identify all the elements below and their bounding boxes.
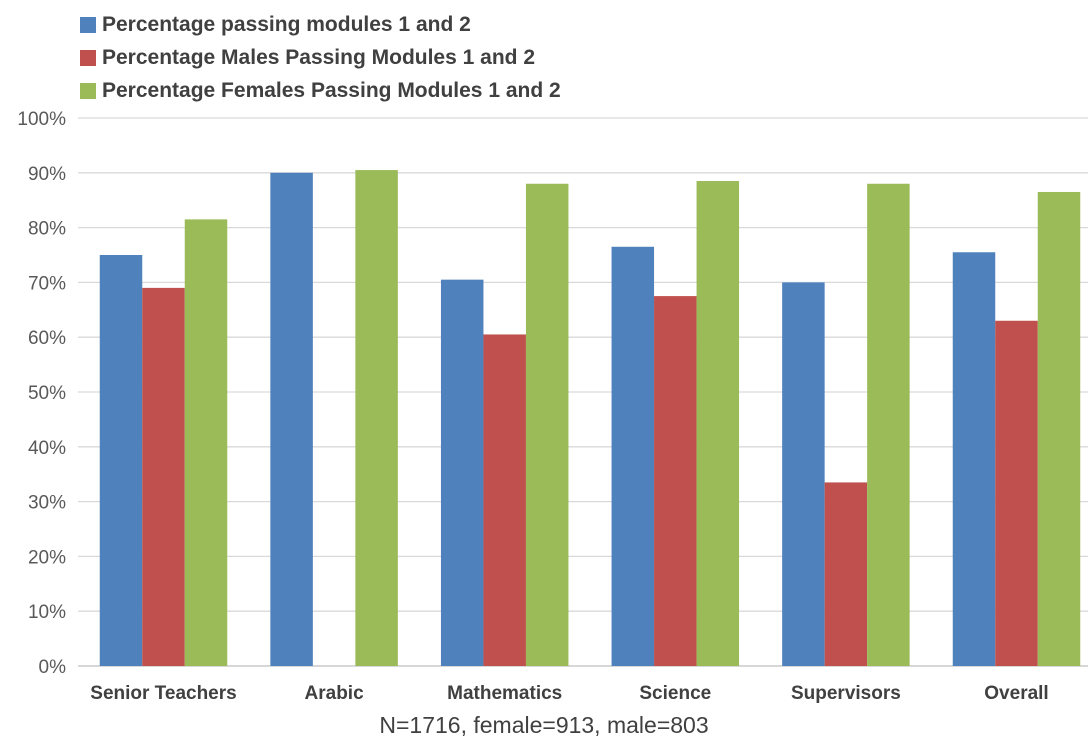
x-tick-label-arabic: Arabic [305,683,365,704]
x-tick-label-overall: Overall [984,683,1048,704]
x-tick-label-senior-teachers: Senior Teachers [90,683,236,704]
bar-senior-teachers-series-1 [142,287,185,666]
y-axis-ticks: 0% 10% 20% 30% 40% 50% 60% 70% 80% 90% 100% [17,109,66,678]
bar-overall-series-0 [952,252,996,666]
legend: Percentage passing modules 1 and 2 Perce… [80,8,561,107]
bar-overall-series-1 [995,320,1038,666]
bar-supervisors-series-2 [867,183,910,666]
bar-mathematics-series-0 [440,279,484,666]
bar-supervisors-series-1 [824,482,868,666]
x-tick-label-science: Science [639,683,711,704]
y-tick-label-70: 70% [28,273,66,294]
bars [99,170,1081,667]
bar-science-series-2 [696,181,740,666]
legend-swatch-overall [80,16,96,33]
x-tick-label-supervisors: Supervisors [791,683,901,704]
legend-item-overall: Percentage passing modules 1 and 2 [80,8,561,41]
bar-arabic-series-2 [355,170,398,666]
bar-overall-series-2 [1037,191,1081,667]
bar-senior-teachers-series-0 [99,255,143,666]
y-tick-label-20: 20% [28,547,66,568]
bar-mathematics-series-2 [525,183,569,666]
y-tick-label-80: 80% [28,219,66,240]
y-tick-label-50: 50% [28,383,66,404]
x-tick-label-mathematics: Mathematics [447,683,562,704]
y-tick-label-90: 90% [28,164,66,185]
bar-senior-teachers-series-2 [184,219,228,666]
legend-item-females: Percentage Females Passing Modules 1 and… [80,74,561,107]
legend-item-males: Percentage Males Passing Modules 1 and 2 [80,41,561,74]
legend-label-males: Percentage Males Passing Modules 1 and 2 [102,45,535,69]
y-tick-label-10: 10% [28,602,66,623]
bar-mathematics-series-1 [483,334,526,666]
legend-label-females: Percentage Females Passing Modules 1 and… [102,78,561,102]
legend-swatch-females [80,82,96,99]
gridlines [78,117,1088,667]
bar-science-series-0 [611,246,655,666]
x-axis-label: N=1716, female=913, male=803 [379,712,709,738]
bar-science-series-1 [654,296,697,666]
y-tick-label-100: 100% [17,109,66,130]
legend-swatch-males [80,49,96,66]
y-tick-label-60: 60% [28,328,66,349]
y-tick-label-0: 0% [39,657,67,678]
bar-arabic-series-0 [270,172,313,667]
legend-label-overall: Percentage passing modules 1 and 2 [102,12,471,36]
x-axis-ticks: Senior Teachers Arabic Mathematics Science S… [90,683,1048,704]
y-tick-label-40: 40% [28,438,66,459]
y-tick-label-30: 30% [28,493,66,514]
bar-supervisors-series-0 [782,282,825,666]
